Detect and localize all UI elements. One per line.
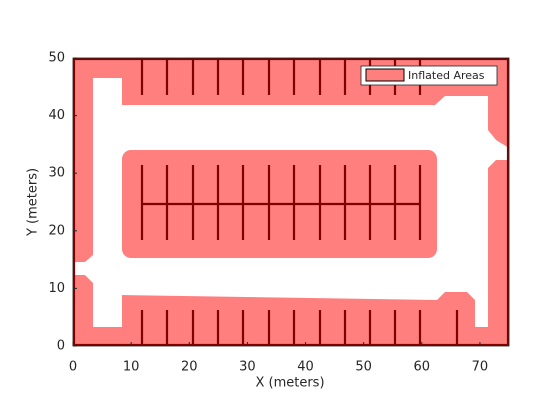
occupancy-map bbox=[72, 57, 510, 347]
y-tick-label: 30 bbox=[48, 166, 65, 181]
x-tick-label: 20 bbox=[181, 360, 198, 375]
x-tick-label: 60 bbox=[414, 360, 431, 375]
y-tick-label: 40 bbox=[48, 108, 65, 123]
x-tick-label: 0 bbox=[69, 360, 77, 375]
axes: 0 10 20 30 40 50 60 70 0 10 20 30 40 50 bbox=[48, 51, 488, 375]
legend: Inflated Areas bbox=[360, 65, 498, 86]
legend-swatch bbox=[365, 68, 405, 82]
y-axis-label: Y (meters) bbox=[26, 168, 41, 237]
legend-label: Inflated Areas bbox=[408, 69, 485, 82]
y-tick-label: 0 bbox=[57, 339, 65, 354]
x-tick-label: 30 bbox=[239, 360, 256, 375]
y-tick-label: 10 bbox=[48, 281, 65, 296]
y-tick-label: 50 bbox=[48, 51, 65, 66]
axes-box bbox=[72, 57, 510, 347]
y-tick-label: 20 bbox=[48, 223, 65, 238]
x-axis-label: X (meters) bbox=[255, 376, 324, 391]
obstacles bbox=[72, 57, 510, 347]
x-tick-label: 50 bbox=[355, 360, 372, 375]
x-tick-label: 10 bbox=[123, 360, 140, 375]
x-tick-label: 70 bbox=[472, 360, 489, 375]
x-tick-label: 40 bbox=[297, 360, 314, 375]
map-border bbox=[72, 57, 510, 347]
